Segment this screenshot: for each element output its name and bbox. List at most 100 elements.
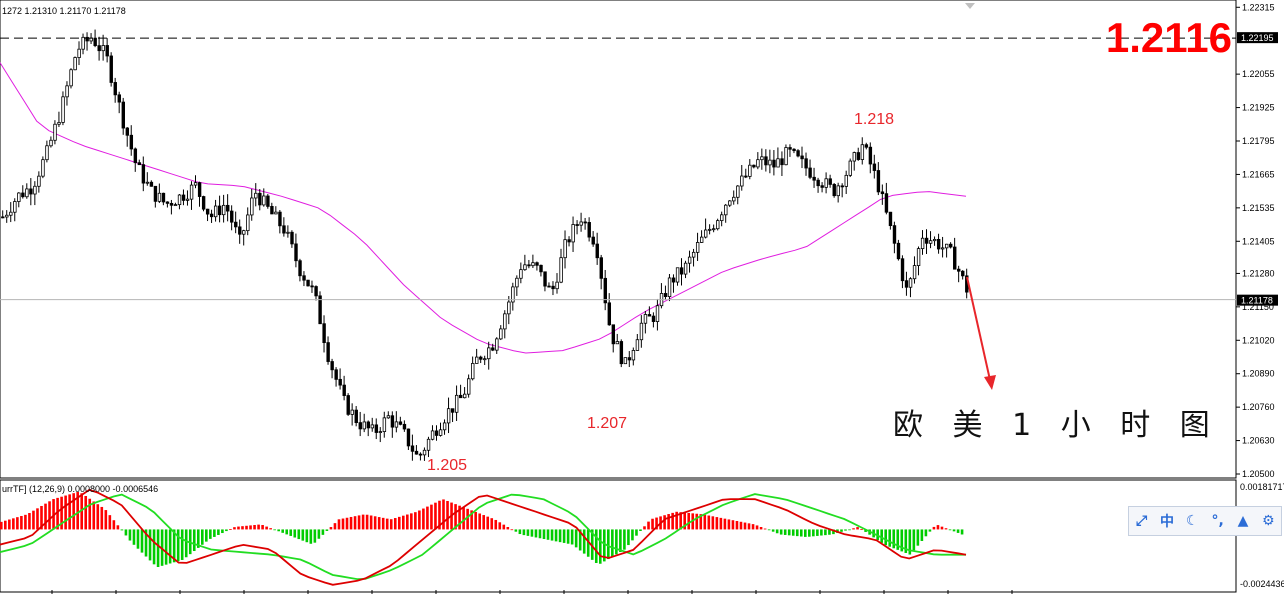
candle-body — [137, 162, 142, 166]
candle-body — [334, 369, 338, 380]
candle-body — [643, 314, 648, 324]
candle-body — [438, 429, 443, 436]
candle-body — [153, 185, 158, 202]
candle-body — [197, 182, 202, 197]
histogram-bar — [743, 522, 747, 530]
high-annotation: 1.218 — [854, 111, 894, 128]
histogram-bar — [703, 514, 707, 530]
candle-body — [535, 262, 539, 266]
price-tick-label: 1.20630 — [1242, 436, 1275, 446]
histogram-bar — [72, 493, 75, 530]
candle-body — [238, 226, 242, 235]
histogram-bar — [297, 529, 301, 540]
zhong-icon[interactable]: 中 — [1159, 514, 1174, 530]
candle-body — [824, 178, 828, 188]
candle-body — [17, 192, 21, 202]
histogram-bar — [245, 525, 248, 530]
histogram-bar — [828, 529, 831, 535]
histogram-bar — [148, 529, 152, 561]
candle-body — [471, 363, 475, 380]
histogram-bar — [20, 515, 23, 530]
candle-body — [675, 267, 680, 283]
gear-icon[interactable]: ⚙ — [1262, 513, 1275, 529]
candle-body — [872, 163, 877, 171]
candle-body — [454, 394, 459, 413]
histogram-bar — [100, 506, 104, 530]
candle-body — [792, 148, 796, 152]
histogram-bar — [32, 510, 35, 530]
histogram-bar — [305, 529, 309, 543]
user-icon[interactable]: ▲ — [1237, 513, 1249, 529]
candle-body — [125, 127, 130, 136]
candle-body — [635, 339, 640, 351]
histogram-bar — [908, 529, 912, 555]
candle-body — [567, 239, 571, 243]
histogram-bar — [635, 529, 638, 536]
expand-icon[interactable]: ⤢ — [1136, 513, 1148, 529]
histogram-bar — [920, 529, 924, 541]
ohlc-readout: 1272 1.21310 1.21170 1.21178 — [2, 6, 126, 16]
candle-body — [374, 424, 379, 433]
candle-body — [326, 342, 330, 362]
histogram-bar — [462, 507, 465, 530]
candle-body — [932, 238, 937, 242]
histogram-bar — [249, 525, 252, 530]
histogram-bar — [277, 529, 280, 532]
histogram-bar — [651, 518, 654, 530]
candle-body — [784, 147, 788, 166]
down-arrow-icon — [984, 375, 996, 390]
histogram-bar — [747, 523, 751, 530]
moon-icon[interactable]: ☾ — [1186, 513, 1199, 529]
candle-body — [896, 242, 901, 260]
candle-body — [908, 278, 913, 288]
candle-body — [250, 197, 254, 216]
histogram-bar — [112, 520, 116, 530]
candle-body — [205, 208, 210, 215]
candle-body — [768, 159, 772, 166]
candle-body — [627, 357, 632, 361]
candle-body — [940, 247, 945, 250]
histogram-bar — [76, 492, 79, 530]
histogram-bar — [446, 501, 449, 530]
histogram-bar — [566, 529, 570, 544]
histogram-bar — [840, 529, 843, 532]
histogram-bar — [329, 527, 333, 530]
histogram-bar — [24, 514, 27, 530]
candle-body — [900, 258, 905, 282]
candle-body — [290, 231, 294, 245]
candle-body — [860, 144, 865, 160]
dots-icon[interactable]: °, — [1211, 513, 1224, 529]
histogram-bar — [755, 525, 759, 530]
candle-body — [258, 192, 262, 206]
candle-body — [49, 139, 53, 147]
candle-body — [274, 211, 278, 215]
histogram-bar — [687, 512, 691, 530]
histogram-bar — [40, 505, 43, 530]
histogram-bar — [498, 522, 502, 530]
big-price-label: 1.2116 — [1106, 14, 1232, 61]
histogram-bar — [393, 518, 397, 530]
histogram-bar — [928, 529, 932, 532]
candle-body — [816, 179, 820, 187]
histogram-bar — [225, 529, 228, 532]
candle-body — [804, 158, 808, 169]
histogram-bar — [723, 518, 727, 530]
candle-body — [916, 248, 921, 266]
histogram-bar — [715, 517, 719, 530]
histogram-bar — [44, 503, 47, 530]
scroll-marker-icon[interactable] — [965, 3, 975, 9]
histogram-bar — [848, 529, 851, 531]
histogram-bar — [880, 529, 883, 543]
candle-body — [687, 256, 692, 264]
candle-body — [607, 302, 612, 326]
candle-body — [310, 285, 314, 288]
candle-body — [531, 262, 535, 267]
candle-body — [631, 350, 636, 361]
candle-body — [390, 415, 395, 428]
floating-toolbar[interactable]: ⤢ 中 ☾ °, ▲ ⚙ — [1128, 506, 1282, 536]
candle-body — [85, 36, 89, 42]
candle-body — [185, 198, 190, 201]
candle-body — [294, 243, 298, 262]
price-tick-label: 1.21535 — [1242, 203, 1275, 213]
